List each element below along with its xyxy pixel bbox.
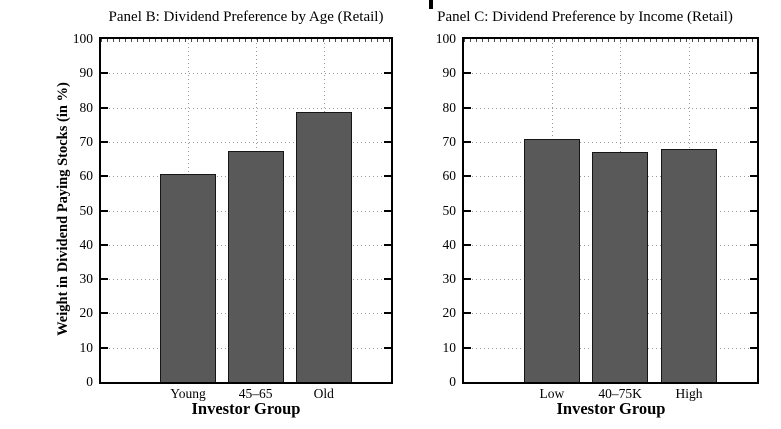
y-tick-label: 40 — [442, 236, 457, 252]
y-tick-label: 20 — [79, 305, 94, 321]
panel-b-x-axis-label: Investor Group — [191, 399, 301, 418]
panel-b-title: Panel B: Dividend Preference by Age (Ret… — [108, 9, 384, 25]
x-tick-label: Low — [539, 386, 565, 401]
y-major-tick-right — [384, 346, 391, 349]
y-tick-label: 70 — [442, 133, 457, 149]
y-major-tick-right — [384, 106, 391, 109]
y-major-tick-left — [464, 346, 471, 349]
y-tick-label: 50 — [442, 202, 457, 218]
x-tick-label: Young — [170, 386, 206, 401]
minor-ticks-top — [101, 39, 391, 42]
y-major-tick-left — [464, 175, 471, 178]
y-tick-label: 80 — [442, 99, 457, 115]
y-major-tick-left — [464, 140, 471, 143]
minor-ticks-top — [464, 39, 757, 42]
y-major-tick-right — [384, 243, 391, 246]
y-major-tick-right — [384, 175, 391, 178]
bar-old — [295, 112, 352, 382]
x-tick-label: 45–65 — [238, 386, 273, 401]
y-gridline — [101, 73, 391, 75]
y-major-tick-left — [101, 346, 108, 349]
y-tick-label: 90 — [442, 65, 457, 81]
y-major-tick-right — [384, 140, 391, 143]
y-major-tick-left — [464, 72, 471, 75]
y-gridline — [101, 141, 391, 143]
y-major-tick-right — [750, 72, 757, 75]
y-major-tick-right — [750, 175, 757, 178]
y-major-tick-left — [101, 175, 108, 178]
y-tick-label: 40 — [79, 236, 94, 252]
y-gridline — [464, 141, 757, 143]
y-tick-label: 30 — [79, 271, 94, 287]
y-tick-label: 100 — [435, 31, 456, 46]
y-major-tick-left — [101, 72, 108, 75]
y-major-tick-right — [384, 278, 391, 281]
y-major-tick-right — [750, 140, 757, 143]
y-tick-label: 100 — [72, 31, 93, 46]
y-gridline — [101, 107, 391, 109]
x-tick-label: 40–75K — [598, 386, 642, 401]
y-tick-label: 0 — [449, 374, 456, 389]
y-major-tick-right — [384, 72, 391, 75]
panel-c-plot-area — [462, 37, 759, 384]
y-tick-label: 90 — [79, 65, 94, 81]
y-major-tick-left — [101, 312, 108, 315]
y-major-tick-left — [464, 278, 471, 281]
y-major-tick-right — [750, 243, 757, 246]
y-major-tick-left — [101, 106, 108, 109]
y-tick-label: 50 — [79, 202, 94, 218]
y-tick-label: 70 — [79, 133, 94, 149]
y-major-tick-left — [101, 243, 108, 246]
y-major-tick-left — [101, 278, 108, 281]
y-major-tick-right — [384, 209, 391, 212]
panel-c-x-axis-label: Investor Group — [556, 399, 666, 418]
bar-low — [523, 138, 581, 382]
y-gridline — [464, 73, 757, 75]
y-tick-label: 30 — [442, 271, 457, 287]
y-major-tick-left — [464, 106, 471, 109]
panel-b-plot-area — [99, 37, 393, 384]
bar-young — [160, 174, 216, 382]
bar-45-65 — [227, 151, 284, 382]
y-major-tick-right — [750, 209, 757, 212]
panel-c-title: Panel C: Dividend Preference by Income (… — [437, 9, 733, 25]
y-major-tick-right — [750, 346, 757, 349]
y-gridline — [464, 107, 757, 109]
y-tick-label: 60 — [79, 168, 94, 184]
y-tick-label: 0 — [86, 374, 93, 389]
y-major-tick-right — [750, 312, 757, 315]
y-major-tick-left — [101, 209, 108, 212]
y-tick-label: 20 — [442, 305, 457, 321]
bar-high — [660, 148, 718, 382]
x-tick-label: Old — [313, 386, 334, 401]
y-major-tick-left — [464, 243, 471, 246]
y-major-tick-left — [464, 312, 471, 315]
y-tick-label: 60 — [442, 168, 457, 184]
y-tick-label: 80 — [79, 99, 94, 115]
y-major-tick-left — [464, 209, 471, 212]
y-tick-label: 10 — [79, 339, 94, 355]
y-major-tick-left — [101, 140, 108, 143]
bar-40-75k — [591, 151, 649, 382]
y-major-tick-right — [750, 278, 757, 281]
y-major-tick-right — [750, 106, 757, 109]
x-tick-label: High — [675, 386, 703, 401]
cropped-text-artifact — [429, 0, 433, 9]
y-major-tick-right — [384, 312, 391, 315]
y-tick-label: 10 — [442, 339, 457, 355]
